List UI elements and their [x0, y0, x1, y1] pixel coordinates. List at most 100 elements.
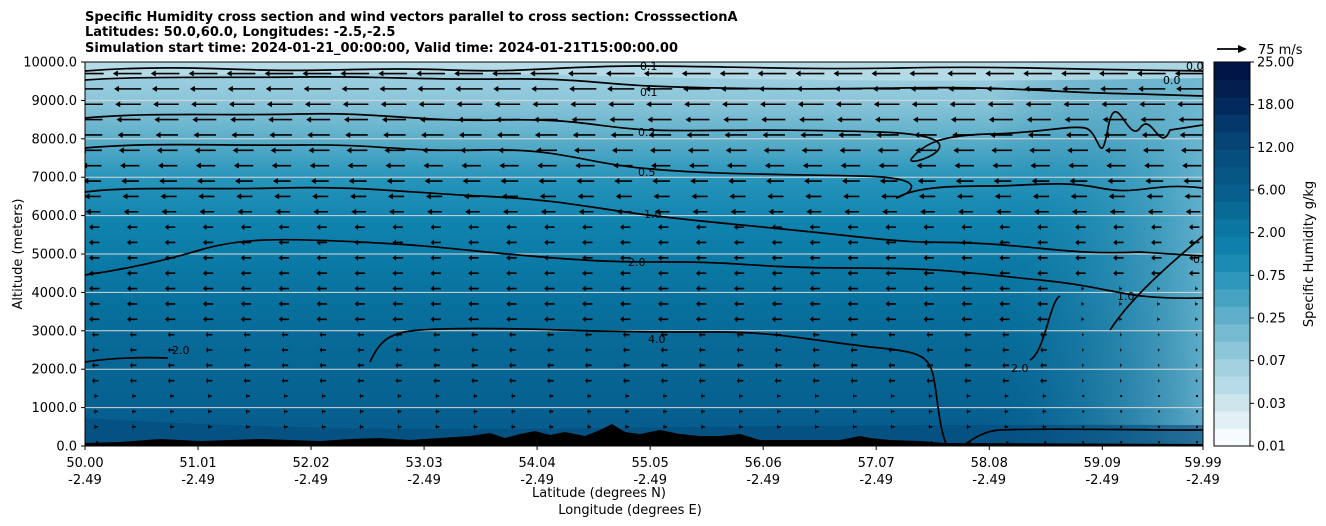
colorbar-tick-label: 25.00	[1257, 56, 1294, 71]
wind-vector	[954, 162, 974, 169]
wind-vector	[421, 131, 444, 138]
wind-vector	[164, 239, 176, 246]
wind-vector	[722, 101, 748, 108]
wind-vector	[961, 316, 972, 323]
wind-vector	[909, 70, 939, 77]
wind-vector	[357, 362, 365, 369]
wind-vector	[698, 362, 706, 369]
wind-vector	[961, 224, 972, 231]
wind-vector	[1081, 285, 1084, 292]
wind-vector	[357, 331, 365, 338]
wind-vector	[587, 423, 592, 430]
wind-vector	[473, 408, 478, 415]
wind-vector	[736, 377, 744, 384]
contour-label-0.1: 0.1	[640, 86, 658, 99]
wind-vector	[955, 178, 974, 185]
wind-vector	[582, 224, 593, 231]
wind-vector	[506, 316, 517, 323]
wind-vector	[245, 423, 250, 430]
wind-vector	[1075, 254, 1086, 261]
wind-vector	[268, 116, 293, 123]
x-tick-label-longitude: -2.49	[972, 473, 1006, 488]
contour-label-0.1-upper: 0.1	[640, 60, 658, 73]
wind-vector	[319, 362, 327, 369]
wind-vector	[800, 131, 823, 138]
wind-vector	[473, 393, 478, 400]
wind-vector	[890, 408, 895, 415]
wind-vector	[766, 178, 784, 185]
wind-vector	[841, 178, 860, 185]
wind-vector	[243, 377, 251, 384]
wind-vector	[1004, 408, 1009, 415]
wind-vector	[620, 254, 631, 261]
contour-line-2.0	[85, 238, 1203, 300]
wind-vector	[549, 408, 554, 415]
wind-vector	[736, 347, 744, 353]
wind-vector	[433, 377, 440, 384]
contour-label-0.2: 0.2	[638, 126, 656, 139]
wind-vector	[126, 254, 138, 261]
wind-vector	[240, 285, 252, 292]
wind-vector	[313, 208, 328, 215]
wind-vector	[195, 162, 216, 169]
wind-vector	[914, 131, 937, 138]
wind-vector	[1179, 131, 1203, 138]
wind-vector	[620, 316, 631, 323]
wind-vector	[1042, 408, 1047, 415]
wind-vector	[809, 285, 821, 292]
wind-vector	[757, 70, 787, 77]
wind-vector	[494, 101, 521, 108]
wind-vector	[802, 162, 823, 169]
wind-vector	[623, 347, 630, 353]
wind-vector	[154, 116, 179, 123]
wind-vector	[572, 131, 596, 138]
wind-vector	[397, 423, 402, 430]
wind-vector	[354, 254, 365, 261]
wind-vector	[812, 362, 820, 369]
wind-vector	[1113, 254, 1124, 261]
wind-vector	[1024, 85, 1052, 92]
wind-vector	[380, 101, 407, 108]
wind-vector	[698, 331, 706, 338]
wind-vector	[835, 101, 862, 108]
wind-vector	[1099, 70, 1128, 77]
x-axis-label-latitude: Latitude (degrees N)	[532, 486, 666, 501]
x-axis-label-longitude: Longitude (degrees E)	[558, 503, 702, 518]
wind-vector	[471, 331, 478, 338]
wind-vector	[774, 362, 782, 369]
wind-vector	[269, 131, 292, 138]
wind-vector	[578, 208, 594, 215]
wind-vector	[700, 423, 705, 430]
colorbar-swatch	[1214, 114, 1250, 133]
wind-vector	[733, 300, 745, 307]
wind-vector	[392, 270, 403, 277]
wind-vector	[1040, 362, 1047, 369]
wind-vector	[316, 285, 327, 292]
wind-vector	[430, 270, 441, 277]
wind-vector	[1196, 395, 1198, 398]
wind-vector	[283, 423, 288, 430]
wind-vector	[873, 101, 900, 108]
wind-vector	[1037, 300, 1048, 307]
wind-vector	[155, 131, 179, 138]
wind-vector	[1158, 410, 1161, 413]
wind-vector	[582, 285, 593, 292]
contour-lines	[85, 65, 1203, 446]
wind-vector	[1119, 331, 1122, 338]
wind-vector	[738, 423, 743, 430]
wind-vector	[923, 300, 934, 307]
wind-vector	[538, 178, 557, 185]
wind-vector	[1144, 162, 1164, 169]
wind-vector	[609, 116, 634, 123]
wind-vector	[876, 131, 899, 138]
wind-vector	[1063, 101, 1090, 108]
wind-vector	[153, 101, 179, 108]
wind-vector	[660, 347, 668, 353]
wind-vector	[169, 408, 174, 415]
wind-vector	[1006, 441, 1009, 444]
wind-vector	[724, 131, 748, 138]
wind-vector	[1180, 147, 1202, 154]
wind-vector	[321, 423, 326, 430]
wind-vector	[949, 101, 976, 108]
wind-vector	[923, 224, 934, 231]
